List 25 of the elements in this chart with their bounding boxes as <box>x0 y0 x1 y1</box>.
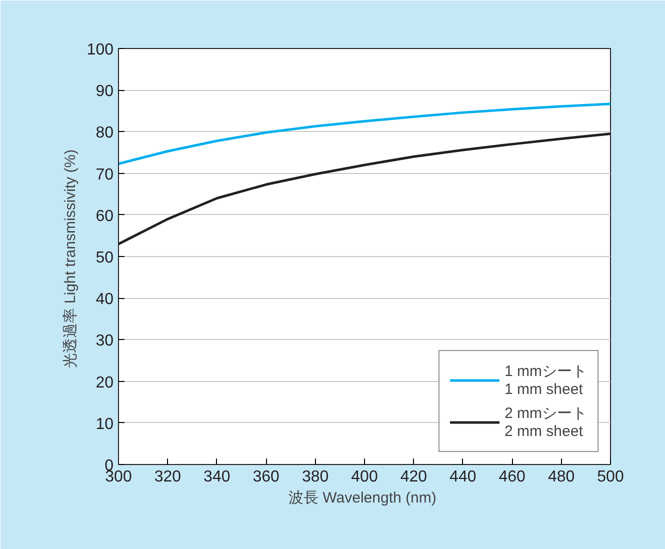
x-tick-label: 460 <box>498 468 526 486</box>
y-tick-label: 70 <box>96 166 114 184</box>
y-tick-label: 90 <box>96 83 114 100</box>
x-tick-label: 500 <box>597 468 624 486</box>
x-axis-title: 波長 Wavelength (nm) <box>288 490 436 506</box>
y-tick-label: 60 <box>96 208 114 225</box>
y-tick-label: 40 <box>96 291 114 308</box>
y-tick-label: 50 <box>96 250 114 266</box>
y-tick-label: 30 <box>96 332 114 350</box>
x-tick-label: 380 <box>302 468 329 486</box>
x-tick-label: 400 <box>351 468 378 486</box>
line-series <box>118 102 610 165</box>
legend-label: 2 mmシート 2 mm sheet <box>504 404 587 441</box>
x-tick-label: 320 <box>154 468 182 486</box>
x-tick-label: 420 <box>400 468 428 486</box>
y-tick-label: 80 <box>96 124 114 142</box>
x-tick-label: 360 <box>252 468 280 486</box>
y-tick-label: 20 <box>96 374 114 392</box>
y-axis-title: 光透過率 Light transmissivity (%) <box>62 149 79 368</box>
y-tick-label: 10 <box>96 416 114 433</box>
legend-label: 1 mmシート 1 mm sheet <box>504 362 587 399</box>
x-tick-label: 440 <box>450 468 476 486</box>
x-tick-label: 480 <box>548 468 575 486</box>
y-tick-label: 100 <box>86 42 114 58</box>
x-tick-label: 340 <box>204 468 230 486</box>
